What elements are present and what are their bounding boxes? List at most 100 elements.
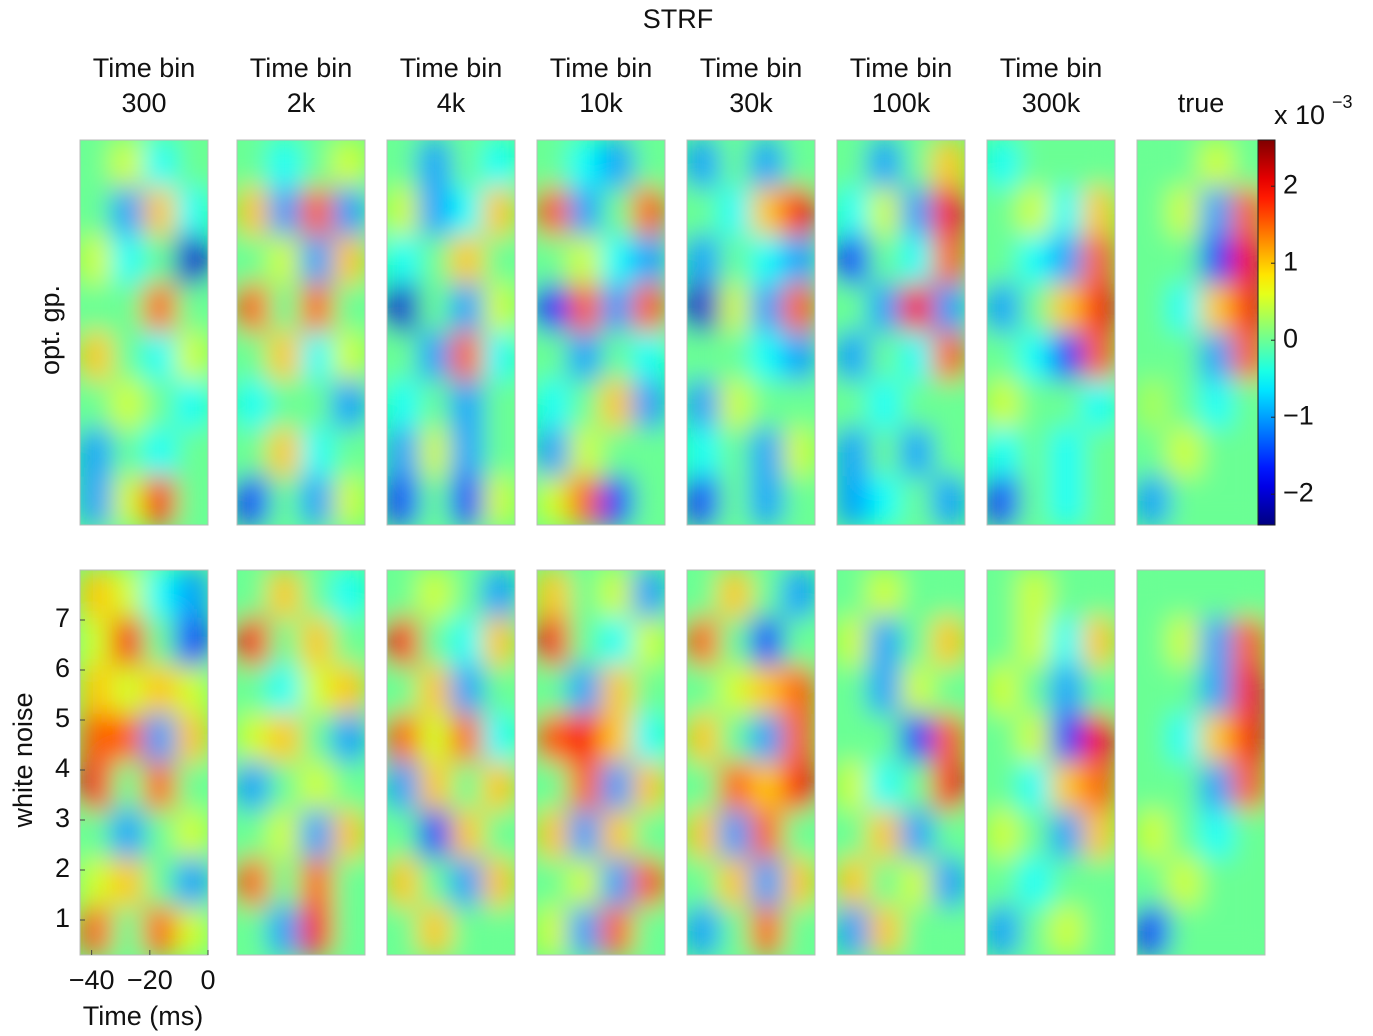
heatmap-cell: [482, 476, 515, 525]
heatmap-cell: [600, 283, 634, 333]
heatmap-cell: [782, 428, 815, 478]
heatmap-cell: [987, 570, 1020, 619]
heatmap-cell: [268, 713, 302, 763]
heatmap-cell: [932, 283, 965, 333]
heatmap-cells: [687, 140, 815, 525]
heatmap-cell: [143, 283, 177, 333]
heatmap-cell: [687, 570, 720, 619]
heatmap-cell: [111, 665, 145, 715]
heatmap-cell: [632, 332, 665, 382]
heatmap-cell: [80, 810, 113, 860]
heatmap-cell: [987, 906, 1020, 955]
heatmap-cell: [268, 906, 302, 955]
heatmap-cell: [1082, 380, 1115, 430]
heatmap-cells: [987, 140, 1115, 525]
heatmap-cell: [1050, 283, 1084, 333]
heatmap-cell: [143, 810, 177, 860]
heatmap-cell: [1232, 570, 1265, 619]
heatmap-cell: [80, 235, 113, 285]
heatmap-cell: [932, 665, 965, 715]
heatmap-cell: [687, 810, 720, 860]
heatmap-cell: [1137, 665, 1170, 715]
heatmap-cell: [387, 617, 420, 667]
panel-frame: [986, 139, 1116, 526]
heatmap-cell: [718, 617, 752, 667]
heatmap-cell: [300, 665, 334, 715]
heatmap-cell: [782, 187, 815, 237]
heatmap-cell: [450, 713, 484, 763]
heatmap-cell: [482, 762, 515, 812]
heatmap-cell: [600, 762, 634, 812]
heatmap-cell: [80, 380, 113, 430]
heatmap-cell: [900, 476, 934, 525]
heatmap-cell: [175, 906, 208, 955]
heatmap-panel: [387, 140, 515, 525]
heatmap-cell: [482, 283, 515, 333]
heatmap-cell: [482, 235, 515, 285]
panel-frame: [386, 569, 516, 956]
heatmap-cell: [568, 187, 602, 237]
heatmap-cell: [932, 906, 965, 955]
heatmap-cell: [837, 906, 870, 955]
heatmap-cell: [600, 810, 634, 860]
heatmap-cell: [482, 713, 515, 763]
heatmap-cell: [568, 810, 602, 860]
heatmap-cell: [300, 476, 334, 525]
heatmap-cell: [1200, 428, 1234, 478]
y-tick-label: 3: [55, 803, 70, 833]
heatmap-cell: [718, 283, 752, 333]
heatmap-cell: [332, 476, 365, 525]
heatmap-cell: [932, 762, 965, 812]
heatmap-cell: [1050, 570, 1084, 619]
heatmap-cell: [1137, 476, 1170, 525]
heatmap-cell: [482, 140, 515, 189]
heatmap-cell: [1232, 906, 1265, 955]
heatmap-cell: [1137, 235, 1170, 285]
heatmap-cell: [987, 428, 1020, 478]
heatmap-cell: [1168, 665, 1202, 715]
heatmap-cell: [687, 235, 720, 285]
heatmap-cell: [268, 428, 302, 478]
heatmap-cell: [987, 476, 1020, 525]
heatmap-cells: [1137, 570, 1265, 955]
heatmap-cell: [632, 858, 665, 908]
heatmap-cell: [1050, 810, 1084, 860]
heatmap-cell: [237, 570, 270, 619]
heatmap-cell: [300, 713, 334, 763]
heatmap-cell: [568, 906, 602, 955]
heatmap-cell: [1200, 187, 1234, 237]
heatmap-cell: [482, 617, 515, 667]
heatmap-panel: [80, 140, 208, 525]
heatmap-cell: [1200, 762, 1234, 812]
heatmap-cell: [1200, 665, 1234, 715]
heatmap-cell: [175, 380, 208, 430]
heatmap-cell: [1082, 235, 1115, 285]
heatmap-cell: [332, 810, 365, 860]
panel-frame: [236, 569, 366, 956]
heatmap-cell: [687, 332, 720, 382]
heatmap-cell: [332, 570, 365, 619]
heatmap-cell: [568, 235, 602, 285]
column-title: 2k: [287, 88, 316, 118]
heatmap-cell: [1082, 570, 1115, 619]
heatmap-cell: [268, 235, 302, 285]
heatmap-cell: [868, 140, 902, 189]
heatmap-cell: [632, 380, 665, 430]
panel-frame: [1136, 569, 1266, 956]
heatmap-cell: [237, 858, 270, 908]
heatmap-cell: [537, 762, 570, 812]
heatmap-cell: [868, 810, 902, 860]
heatmap-cell: [932, 140, 965, 189]
heatmap-cell: [782, 332, 815, 382]
heatmap-cell: [111, 476, 145, 525]
heatmap-cell: [237, 235, 270, 285]
heatmap-cells: [80, 140, 208, 525]
heatmap-cell: [1082, 476, 1115, 525]
heatmap-cell: [1050, 332, 1084, 382]
heatmap-cell: [837, 810, 870, 860]
heatmap-cell: [987, 380, 1020, 430]
heatmap-cell: [332, 906, 365, 955]
heatmap-cell: [1137, 906, 1170, 955]
heatmap-cell: [1082, 906, 1115, 955]
colorbar-multiplier: x 10: [1274, 100, 1325, 130]
